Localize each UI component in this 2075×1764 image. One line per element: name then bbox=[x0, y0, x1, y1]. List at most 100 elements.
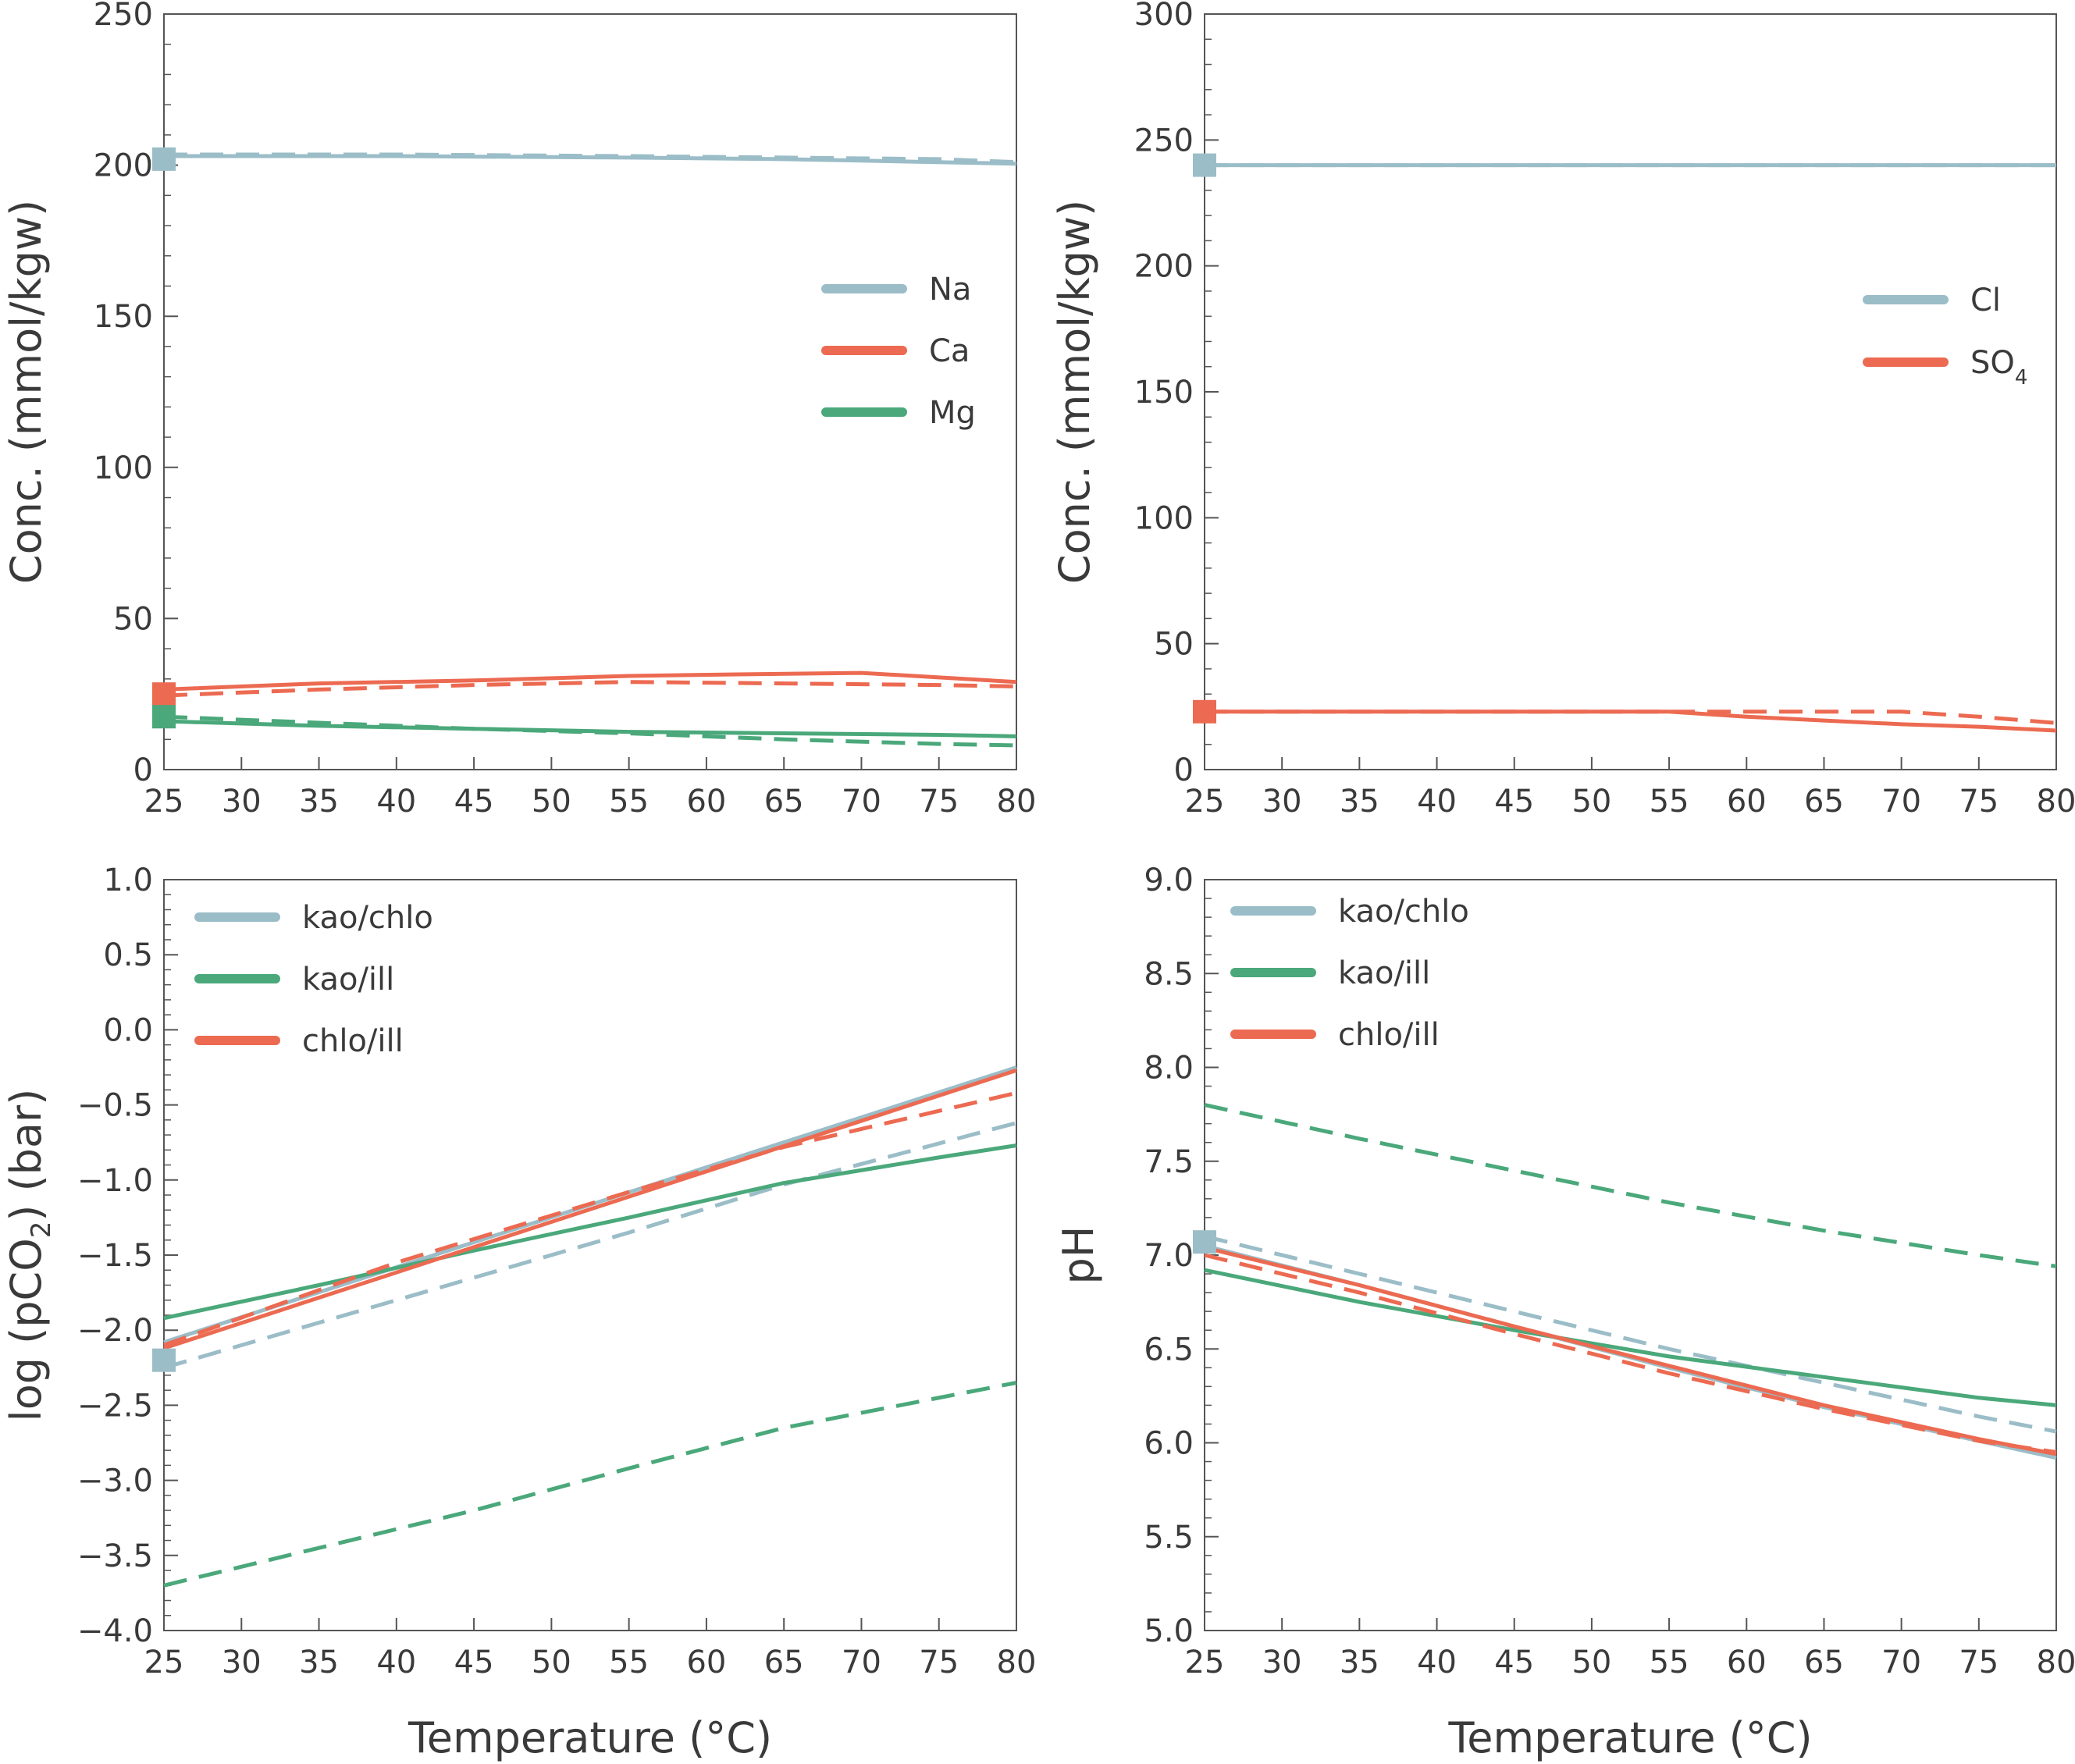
y-axis-title: pH bbox=[1054, 1226, 1103, 1285]
series-line-chlo-ill-dashed bbox=[1204, 1253, 2057, 1454]
x-tick-label: 60 bbox=[1727, 1645, 1767, 1680]
y-tick-label: 250 bbox=[94, 0, 153, 33]
x-tick-label: 75 bbox=[919, 1645, 959, 1680]
series-line-kao-ill-solid bbox=[163, 1143, 1017, 1321]
x-tick-label: 30 bbox=[1262, 784, 1302, 820]
x-tick-label: 35 bbox=[1340, 1645, 1379, 1680]
x-tick-label: 40 bbox=[376, 1645, 416, 1680]
x-tick-label: 45 bbox=[454, 1645, 494, 1680]
initial-point-marker bbox=[152, 682, 176, 706]
legend-label: kao/chlo bbox=[302, 900, 433, 936]
series-line-kao-ill-solid bbox=[1204, 1268, 2057, 1407]
x-axis-title: Temperature (°C) bbox=[408, 1713, 772, 1762]
x-tick-label: 30 bbox=[1262, 1645, 1302, 1680]
chart-panel-ph: 5.0 5.5 6.0 6.5 7.0 7.5 8.0 8.5 9.0 25 30 35 40 45 50 5… bbox=[1054, 862, 2075, 1762]
legend-label: Ca bbox=[929, 333, 970, 369]
y-tick-label: −1.5 bbox=[77, 1238, 153, 1274]
x-tick-label: 50 bbox=[532, 1645, 571, 1680]
y-tick-label: −4.0 bbox=[77, 1613, 153, 1649]
y-tick-label: −2.5 bbox=[77, 1388, 153, 1424]
x-tick-label: 80 bbox=[997, 1645, 1037, 1680]
x-tick-label: 55 bbox=[1650, 1645, 1689, 1680]
y-axis-title: log (pCO2) (bar) bbox=[2, 1089, 57, 1422]
series-line-ca-solid bbox=[163, 670, 1017, 692]
x-tick-label: 40 bbox=[1417, 1645, 1457, 1680]
initial-point-marker bbox=[152, 147, 176, 171]
initial-point-marker bbox=[152, 705, 176, 729]
x-tick-label: 60 bbox=[686, 784, 726, 820]
x-tick-label: 60 bbox=[1727, 784, 1767, 820]
x-tick-label: 65 bbox=[1804, 1645, 1844, 1680]
x-tick-label: 25 bbox=[144, 784, 184, 820]
x-axis-title: Temperature (°C) bbox=[1447, 1713, 1812, 1762]
legend-label: kao/ill bbox=[302, 962, 394, 998]
y-tick-label: −1.0 bbox=[77, 1163, 153, 1199]
x-tick-label: 70 bbox=[842, 784, 881, 820]
y-tick-label: 0 bbox=[1174, 752, 1194, 788]
x-tick-label: 35 bbox=[299, 784, 339, 820]
series-line-chlo-ill-dashed bbox=[163, 1090, 1017, 1347]
y-tick-label: 8.0 bbox=[1144, 1051, 1194, 1086]
y-tick-label: −3.5 bbox=[77, 1538, 153, 1574]
y-tick-label: 150 bbox=[1134, 375, 1194, 411]
x-tick-label: 55 bbox=[609, 784, 649, 820]
x-tick-label: 80 bbox=[2037, 1645, 2075, 1680]
chart-panel-cations: 0 50 100 150 200 250 25 30 35 40 45 50 55 60 65 70 75 80 C… bbox=[2, 0, 1036, 820]
x-tick-label: 55 bbox=[609, 1645, 649, 1680]
y-tick-label: 0.5 bbox=[103, 937, 153, 973]
series-line-kao-ill-dashed bbox=[163, 1381, 1017, 1588]
y-tick-label: 5.5 bbox=[1144, 1520, 1194, 1556]
x-tick-label: 65 bbox=[764, 1645, 804, 1680]
x-tick-label: 70 bbox=[1881, 1645, 1921, 1680]
y-tick-label: 8.5 bbox=[1144, 956, 1194, 992]
y-axis-title: Conc. (mmol/kgw) bbox=[2, 200, 51, 584]
x-tick-label: 25 bbox=[1185, 1645, 1225, 1680]
legend-label: Cl bbox=[1970, 283, 2001, 318]
legend-label: Mg bbox=[929, 395, 976, 431]
x-tick-label: 45 bbox=[454, 784, 494, 820]
legend-label: kao/chlo bbox=[1338, 894, 1469, 930]
chart-panel-pco2: −4.0 −3.5 −3.0 −2.5 −2.0 −1.5 −1.0 −0.5 0.0 0.5 1.… bbox=[2, 862, 1036, 1762]
series-line-mg-dashed bbox=[163, 714, 1017, 748]
y-tick-label: 6.0 bbox=[1144, 1426, 1194, 1462]
initial-point-marker bbox=[1193, 1230, 1216, 1254]
y-tick-label: 50 bbox=[1154, 627, 1194, 663]
x-tick-label: 65 bbox=[764, 784, 804, 820]
y-tick-label: 1.0 bbox=[103, 862, 153, 898]
legend-label: chlo/ill bbox=[302, 1023, 404, 1059]
y-tick-label: 50 bbox=[113, 601, 153, 637]
x-tick-label: 75 bbox=[1959, 1645, 1998, 1680]
x-tick-label: 45 bbox=[1494, 1645, 1534, 1680]
x-tick-label: 30 bbox=[222, 1645, 262, 1680]
x-tick-label: 40 bbox=[1417, 784, 1457, 820]
legend-label: chlo/ill bbox=[1338, 1017, 1440, 1053]
plot-frame bbox=[163, 13, 1017, 770]
plot-frame bbox=[1204, 13, 2057, 770]
series-line-so4-dashed bbox=[1205, 710, 2057, 725]
y-tick-label: 250 bbox=[1134, 123, 1194, 158]
y-tick-label: −0.5 bbox=[77, 1088, 153, 1124]
legend-label: Na bbox=[929, 272, 971, 308]
x-tick-label: 65 bbox=[1804, 784, 1844, 820]
plot-frame bbox=[163, 879, 1017, 1631]
y-tick-label: 0.0 bbox=[103, 1012, 153, 1048]
x-tick-label: 75 bbox=[919, 784, 959, 820]
y-tick-label: 9.0 bbox=[1144, 862, 1194, 898]
x-tick-label: 60 bbox=[686, 1645, 726, 1680]
initial-point-marker bbox=[152, 1348, 176, 1372]
y-tick-label: 300 bbox=[1134, 0, 1194, 33]
y-tick-label: 100 bbox=[1134, 500, 1194, 536]
y-tick-label: −2.0 bbox=[77, 1313, 153, 1349]
x-tick-label: 50 bbox=[532, 784, 571, 820]
y-tick-label: 100 bbox=[94, 450, 153, 486]
y-tick-label: 5.0 bbox=[1144, 1613, 1194, 1649]
y-axis-title: Conc. (mmol/kgw) bbox=[1050, 200, 1099, 584]
x-tick-label: 80 bbox=[997, 784, 1037, 820]
series-line-chlo-ill-solid bbox=[163, 1068, 1017, 1350]
x-tick-label: 75 bbox=[1959, 784, 1998, 820]
y-tick-label: 200 bbox=[94, 148, 153, 184]
x-tick-label: 70 bbox=[1881, 784, 1921, 820]
x-tick-label: 35 bbox=[299, 1645, 339, 1680]
x-tick-label: 70 bbox=[842, 1645, 881, 1680]
